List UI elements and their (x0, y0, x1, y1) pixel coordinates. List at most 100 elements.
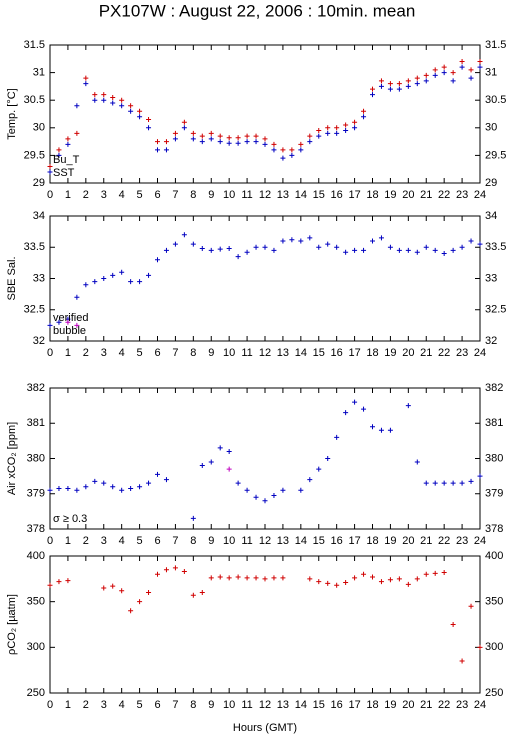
data-point (370, 86, 375, 92)
data-point (119, 269, 125, 275)
x-tick-label: 18 (366, 535, 378, 547)
data-point (217, 133, 223, 139)
y-tick-label: 300 (27, 641, 45, 653)
x-tick-label: 12 (259, 347, 271, 359)
data-point (181, 232, 187, 238)
legend-label: verified (53, 312, 88, 324)
x-tick-label: 23 (456, 535, 468, 547)
data-point (316, 128, 322, 134)
data-point (262, 576, 268, 582)
data-point (450, 247, 456, 253)
data-point (414, 249, 420, 255)
data-point (423, 480, 429, 486)
data-point (110, 484, 116, 490)
data-point (450, 78, 456, 84)
data-point (361, 571, 367, 577)
x-tick-label: 7 (172, 535, 178, 547)
data-point (361, 108, 367, 114)
chart-title: PX107W : August 22, 2006 : 10min. mean (99, 1, 416, 20)
data-point (65, 578, 71, 584)
data-point (477, 64, 483, 70)
data-point (396, 247, 402, 253)
data-point (56, 152, 62, 158)
x-tick-label: 6 (154, 189, 160, 201)
data-point (441, 480, 447, 486)
data-point (316, 466, 322, 472)
data-point (477, 473, 483, 479)
data-point (137, 599, 143, 605)
data-point (325, 130, 331, 136)
data-point (181, 569, 187, 575)
x-tick-label: 19 (384, 535, 396, 547)
x-tick-label: 17 (348, 535, 360, 547)
x-tick-label: 2 (83, 535, 89, 547)
data-point (423, 72, 429, 78)
data-point (146, 590, 152, 596)
x-tick-label: 3 (101, 347, 107, 359)
x-tick-label: 15 (313, 347, 325, 359)
x-tick-label: 21 (420, 189, 432, 201)
x-tick-label: 22 (438, 189, 450, 201)
x-tick-label: 19 (384, 347, 396, 359)
data-point (334, 130, 340, 136)
data-point (378, 235, 384, 241)
data-point (378, 427, 384, 433)
data-point (298, 147, 304, 153)
y-tick-label: 31 (485, 67, 497, 79)
data-point (181, 125, 187, 131)
data-point (325, 241, 331, 247)
x-tick-label: 23 (456, 189, 468, 201)
data-point (298, 487, 304, 493)
data-point (199, 463, 205, 469)
data-point (190, 515, 196, 521)
data-point (56, 319, 62, 325)
data-point (271, 141, 277, 147)
x-tick-label: 13 (277, 699, 289, 711)
data-point (163, 247, 169, 253)
x-tick-label: 0 (47, 699, 53, 711)
data-point (432, 480, 438, 486)
x-tick-label: 2 (83, 699, 89, 711)
x-tick-label: 16 (331, 699, 343, 711)
x-tick-label: 1 (65, 189, 71, 201)
data-point (459, 59, 465, 65)
x-tick-label: 6 (154, 535, 160, 547)
y-tick-label: 250 (485, 687, 503, 699)
data-point (307, 133, 313, 139)
data-point (244, 575, 250, 581)
data-point (441, 70, 447, 76)
x-tick-label: 8 (190, 699, 196, 711)
x-tick-label: 8 (190, 189, 196, 201)
data-point (47, 163, 53, 169)
x-tick-label: 24 (474, 347, 486, 359)
data-point (172, 136, 178, 142)
y-tick-label: 34 (33, 210, 45, 222)
x-tick-label: 24 (474, 535, 486, 547)
data-point (432, 570, 438, 576)
data-point (190, 241, 196, 247)
data-point (450, 70, 456, 76)
data-point (155, 147, 160, 153)
data-point (92, 97, 98, 103)
data-point (432, 72, 438, 78)
data-point (396, 86, 402, 92)
x-tick-label: 24 (474, 699, 486, 711)
data-point (459, 64, 465, 70)
x-tick-label: 19 (384, 699, 396, 711)
data-point (405, 403, 411, 409)
data-point (352, 399, 358, 405)
data-point (155, 257, 160, 263)
y-tick-label: 29 (33, 177, 45, 189)
data-point (441, 569, 447, 575)
x-tick-label: 7 (172, 347, 178, 359)
data-point (325, 125, 331, 131)
data-point (450, 480, 456, 486)
x-tick-label: 21 (420, 535, 432, 547)
x-tick-label: 8 (190, 347, 196, 359)
data-point (298, 141, 304, 147)
data-point (110, 94, 116, 100)
data-point (137, 114, 143, 120)
data-point (163, 139, 169, 145)
x-tick-label: 3 (101, 699, 107, 711)
data-point (137, 108, 143, 114)
